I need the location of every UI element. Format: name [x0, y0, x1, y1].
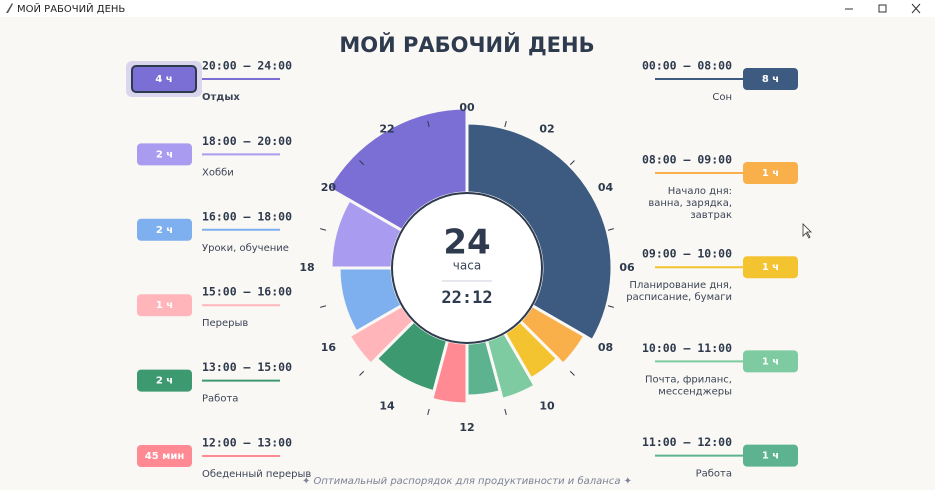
hour-label: 22 — [379, 122, 394, 135]
hour-label: 14 — [379, 400, 395, 413]
footer-note: ✦ Оптимальный распорядок для продуктивно… — [302, 475, 632, 487]
activity-label: Работа — [696, 469, 732, 480]
activity-label: расписание, бумаги — [626, 292, 732, 303]
activity-label: Почта, фриланс, — [645, 374, 732, 385]
time-range: 18:00 — 20:00 — [202, 134, 292, 148]
hour-label: 08 — [598, 341, 613, 354]
duration-badge — [137, 445, 192, 467]
duration-text: 1 ч — [762, 451, 779, 462]
duration-badge — [743, 256, 798, 279]
time-range: 08:00 — 09:00 — [642, 153, 732, 167]
duration-text: 8 ч — [762, 74, 779, 85]
time-range: 11:00 — 12:00 — [642, 435, 732, 449]
hour-tick — [427, 408, 430, 415]
time-range: 10:00 — 11:00 — [642, 341, 732, 355]
duration-text: 1 ч — [156, 300, 173, 311]
hour-tick — [569, 160, 575, 166]
duration-text: 45 мин — [145, 451, 185, 462]
time-range: 00:00 — 08:00 — [642, 59, 732, 73]
hour-label: 18 — [299, 261, 314, 274]
duration-badge — [137, 294, 192, 317]
duration-badge — [743, 350, 798, 373]
activity-label: Уроки, обучение — [202, 243, 289, 254]
hour-label: 04 — [598, 181, 614, 194]
time-range: 13:00 — 15:00 — [202, 360, 292, 374]
hour-label: 00 — [459, 101, 475, 114]
hour-tick — [427, 121, 430, 128]
activity-label: Работа — [202, 394, 238, 405]
activity-label: завтрак — [690, 210, 732, 221]
hour-tick — [607, 228, 614, 231]
window-title: МОЙ РАБОЧИЙ ДЕНЬ — [17, 2, 125, 15]
hour-tick — [607, 305, 614, 308]
activity-label: Планирование дня, — [629, 280, 732, 291]
page-title: МОЙ РАБОЧИЙ ДЕНЬ — [339, 32, 594, 57]
hour-tick — [569, 370, 575, 376]
activity-label: ванна, зарядка, — [648, 198, 732, 209]
duration-badge — [743, 162, 798, 184]
hour-tick — [320, 305, 327, 308]
activity-label: Сон — [712, 92, 732, 103]
center-unit: часа — [453, 259, 481, 273]
activity-label: мессенджеры — [658, 386, 732, 397]
app-icon — [6, 3, 13, 13]
duration-text: 1 ч — [762, 262, 779, 273]
hour-label: 12 — [459, 421, 474, 434]
hour-label: 16 — [321, 341, 337, 354]
duration-badge — [137, 218, 192, 241]
activity-label: Начало дня: — [668, 186, 732, 197]
hour-label: 20 — [321, 181, 337, 194]
day-donut — [326, 106, 614, 406]
duration-badge — [137, 143, 192, 166]
hour-tick — [359, 160, 365, 166]
duration-text: 1 ч — [762, 356, 779, 367]
activity-label: Перерыв — [202, 318, 248, 329]
activity-label: Обеденный перерыв — [202, 469, 311, 480]
duration-text: 1 ч — [762, 168, 779, 179]
duration-text: 2 ч — [156, 376, 173, 387]
activity-label: Отдых — [202, 92, 240, 103]
duration-badge — [131, 65, 197, 93]
duration-badge — [743, 68, 798, 90]
activity-label: Хобби — [202, 167, 234, 178]
center-value: 24 — [443, 223, 490, 263]
duration-badge — [137, 369, 192, 392]
hour-tick — [320, 228, 327, 231]
duration-text: 2 ч — [156, 149, 173, 160]
mouse-cursor — [802, 223, 812, 239]
time-range: 20:00 — 24:00 — [202, 59, 292, 73]
time-range: 16:00 — 18:00 — [202, 209, 292, 223]
hour-tick — [504, 408, 507, 415]
current-time: 22:12 — [441, 288, 492, 308]
hour-label: 10 — [539, 400, 555, 413]
duration-text: 4 ч — [155, 74, 172, 85]
time-range: 15:00 — 16:00 — [202, 285, 292, 299]
duration-text: 2 ч — [156, 225, 173, 236]
hour-label: 02 — [539, 122, 554, 135]
time-range: 09:00 — 10:00 — [642, 247, 732, 261]
hour-label: 06 — [619, 261, 635, 274]
time-range: 12:00 — 13:00 — [202, 436, 292, 450]
title-bar — [0, 0, 935, 17]
duration-badge — [743, 444, 798, 467]
center-circle — [391, 192, 543, 344]
hour-tick — [504, 121, 507, 128]
hour-tick — [359, 370, 365, 376]
maximize-button[interactable] — [878, 4, 887, 13]
close-button[interactable] — [911, 3, 921, 14]
